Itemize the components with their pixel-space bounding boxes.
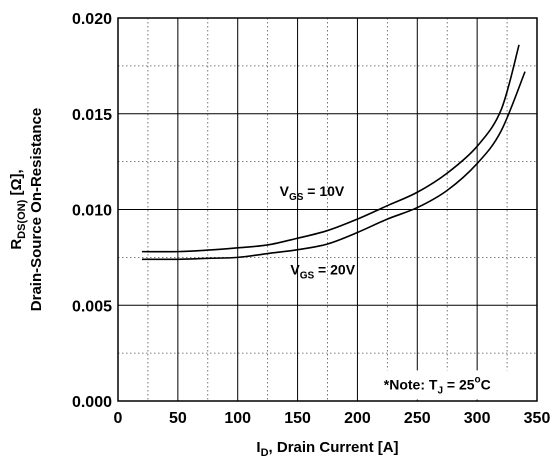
x-axis-title: ID, Drain Current [A] — [256, 439, 398, 459]
series-label-vgs-20v: VGS = 20V — [290, 262, 355, 282]
minor-grid — [118, 18, 537, 401]
x-tick-label: 300 — [464, 410, 491, 427]
y-axis-title: RDS(ON) [Ω], Drain-Source On-Resistance — [8, 108, 45, 311]
x-tick-label: 250 — [404, 410, 431, 427]
x-tick-label: 100 — [224, 410, 251, 427]
series-line-vgs-20v — [141, 71, 526, 261]
x-tick-label: 50 — [169, 410, 187, 427]
x-tick-label: 350 — [524, 410, 551, 427]
x-tick-label: 200 — [344, 410, 371, 427]
y-tick-label: 0.005 — [72, 298, 112, 315]
plot-area-frame — [117, 17, 538, 402]
series-layer — [141, 44, 526, 261]
x-tick-label: 150 — [284, 410, 311, 427]
x-axis-tick-labels: 0 50 100 150 200 250 300 350 — [114, 410, 551, 427]
series-line-vgs-10v — [141, 44, 520, 253]
note-text: *Note: TJ = 25oC — [384, 375, 491, 397]
x-tick-label: 0 — [114, 410, 123, 427]
y-axis-title-line-1: RDS(ON) [Ω], — [8, 169, 28, 249]
y-tick-label: 0.020 — [72, 11, 112, 28]
y-axis-tick-labels: 0.000 0.005 0.010 0.015 0.020 — [72, 11, 112, 411]
y-tick-label: 0.015 — [72, 107, 112, 124]
y-tick-label: 0.000 — [72, 394, 112, 411]
note-box — [378, 370, 536, 400]
y-tick-label: 0.010 — [72, 203, 112, 220]
major-grid — [118, 18, 537, 401]
y-axis-title-line-2: Drain-Source On-Resistance — [28, 108, 45, 311]
series-label-vgs-10v: VGS = 10V — [280, 183, 345, 203]
